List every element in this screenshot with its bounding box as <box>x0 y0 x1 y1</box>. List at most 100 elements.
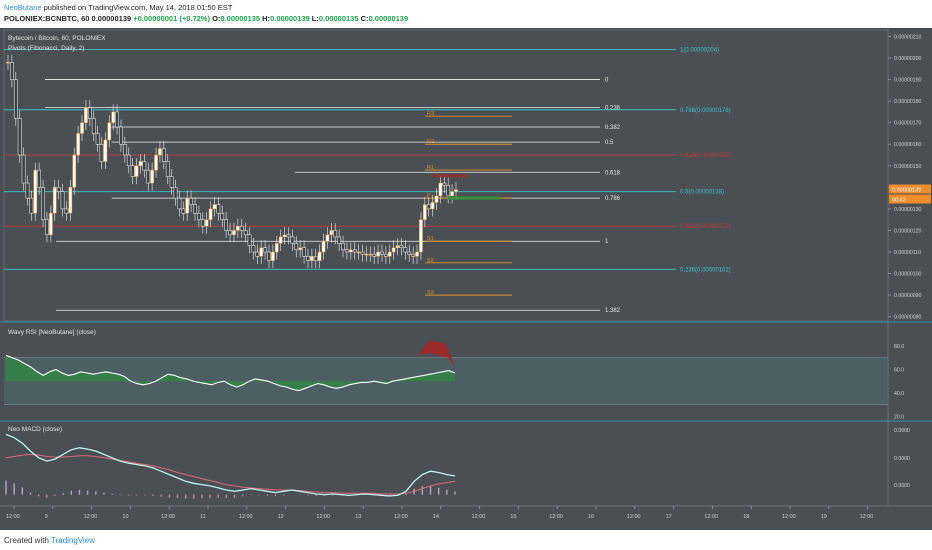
ohlc-open-label: O: <box>212 14 221 23</box>
candle-body <box>235 225 240 231</box>
chart-svg[interactable]: 0.000002100.000002000.000001900.00000180… <box>0 28 932 530</box>
last-price-badge-text: 0.00000139 <box>892 188 921 194</box>
candle-body <box>345 249 349 253</box>
fib-red-label: 0.382(0.00000122) <box>680 224 731 230</box>
macd-tick-label: 0.0000 <box>894 483 910 489</box>
candle-body <box>348 249 353 253</box>
time-tick-label: 12:00 <box>394 514 408 520</box>
candle-body <box>333 230 338 238</box>
time-tick-label: 12:00 <box>627 514 641 520</box>
candle-body <box>267 251 271 261</box>
time-tick-label: 12:00 <box>161 514 175 520</box>
created-with-text: Created with <box>4 536 49 545</box>
pivot-label: R2 <box>427 139 434 145</box>
candle-body <box>438 182 443 197</box>
candle-body <box>395 245 400 248</box>
candle-body <box>411 253 415 257</box>
fib-cyan-label: 0.786(0.00000176) <box>680 108 731 114</box>
price-tick-label: 0.00000170 <box>894 121 922 127</box>
author-link[interactable]: NeoButane <box>4 3 42 12</box>
candle-body <box>220 212 225 220</box>
candle-body <box>119 126 123 145</box>
candle-body <box>91 118 96 134</box>
candle-body <box>169 176 174 188</box>
candle-body <box>274 243 279 253</box>
candle-body <box>130 165 135 177</box>
candle-body <box>76 133 80 156</box>
price-change: +0.00000001 (+0.72%) <box>133 14 210 23</box>
candle-body <box>243 230 248 236</box>
candle-body <box>216 204 221 214</box>
time-tick-label: 14 <box>433 514 439 520</box>
candle-body <box>306 256 310 261</box>
fib-level-label: 0.786 <box>605 196 621 202</box>
rsi-tick-label: 40.0 <box>894 391 904 397</box>
rsi-tick-label: 60.0 <box>894 367 904 373</box>
last-price: 0.00000139 <box>91 14 132 23</box>
fib-red-label: 0.618(0.00000155) <box>680 153 731 159</box>
candle-body <box>95 133 100 145</box>
candle-body <box>197 212 201 220</box>
price-tick-label: 0.00000100 <box>894 272 922 278</box>
candle-body <box>298 247 303 251</box>
chart-area[interactable]: 0.00000210 0.00000200 0.00000190 0.00000180… <box>0 28 932 530</box>
price-tick-label: 0.00000190 <box>894 78 922 84</box>
candle-body <box>419 219 423 253</box>
candle-body <box>111 111 116 123</box>
main-legend-symbol: Bytecoin / Bitcoin, 60, POLONIEX <box>8 35 106 42</box>
symbol: POLONIEX:BCNBTC, 60 <box>4 14 90 23</box>
tradingview-brand[interactable]: TradingView <box>51 536 96 545</box>
fib-level-label: 1.382 <box>605 308 621 314</box>
ohlc-high-label: H: <box>262 14 271 23</box>
time-tick-label: 12:00 <box>472 514 486 520</box>
candle-body <box>123 143 127 156</box>
rsi-overbought-fill <box>418 340 455 368</box>
candle-body <box>224 219 229 231</box>
candle-body <box>212 204 217 210</box>
candle-body <box>290 236 295 244</box>
price-tick-label: 0.00000210 <box>894 34 922 40</box>
candle-body <box>337 236 341 244</box>
fib-cyan-label: 1(0.00000204) <box>680 47 719 53</box>
candle-body <box>321 240 326 253</box>
price-tick-label: 0.00000080 <box>894 315 922 321</box>
candle-body <box>263 247 267 253</box>
time-tick-label: 10 <box>122 514 128 520</box>
candle-body <box>302 247 306 257</box>
rsi-line <box>5 354 456 392</box>
fib-level-label: 0.382 <box>605 125 621 131</box>
candle-body <box>426 204 431 210</box>
resistance-box <box>432 174 468 178</box>
candle-body <box>103 139 108 162</box>
candle-body <box>415 251 419 257</box>
candle-body <box>154 154 158 171</box>
candle-body <box>325 234 330 242</box>
price-tick-label: 0.00000200 <box>894 56 922 62</box>
candle-body <box>52 187 57 214</box>
target-box <box>448 195 500 200</box>
pivot-label: S2 <box>427 258 434 264</box>
time-tick-label: 9 <box>45 514 48 520</box>
candle-body <box>364 253 369 256</box>
candle-body <box>115 111 119 128</box>
candle-body <box>360 251 365 255</box>
time-tick-label: 18 <box>743 514 749 520</box>
price-tick-label: 0.00000180 <box>894 99 922 105</box>
candle-body <box>146 169 151 184</box>
candle-body <box>430 202 435 210</box>
candle-body <box>259 247 264 257</box>
fib-level-label: 0 <box>605 78 609 84</box>
time-tick-label: 12:00 <box>239 514 253 520</box>
symbol-line: POLONIEX:BCNBTC, 60 0.00000139 +0.000000… <box>4 14 408 23</box>
macd-signal-line <box>5 453 456 495</box>
pivot-label: P <box>427 193 431 199</box>
candle-body <box>60 191 65 210</box>
candle-body <box>45 219 49 236</box>
ohlc-low: 0.00000135 <box>318 14 359 23</box>
time-tick-label: 15 <box>510 514 516 520</box>
candle-body <box>313 256 318 261</box>
candle-body <box>407 251 412 255</box>
candle-body <box>165 161 170 177</box>
candle-body <box>422 204 427 220</box>
candle-body <box>21 154 26 184</box>
